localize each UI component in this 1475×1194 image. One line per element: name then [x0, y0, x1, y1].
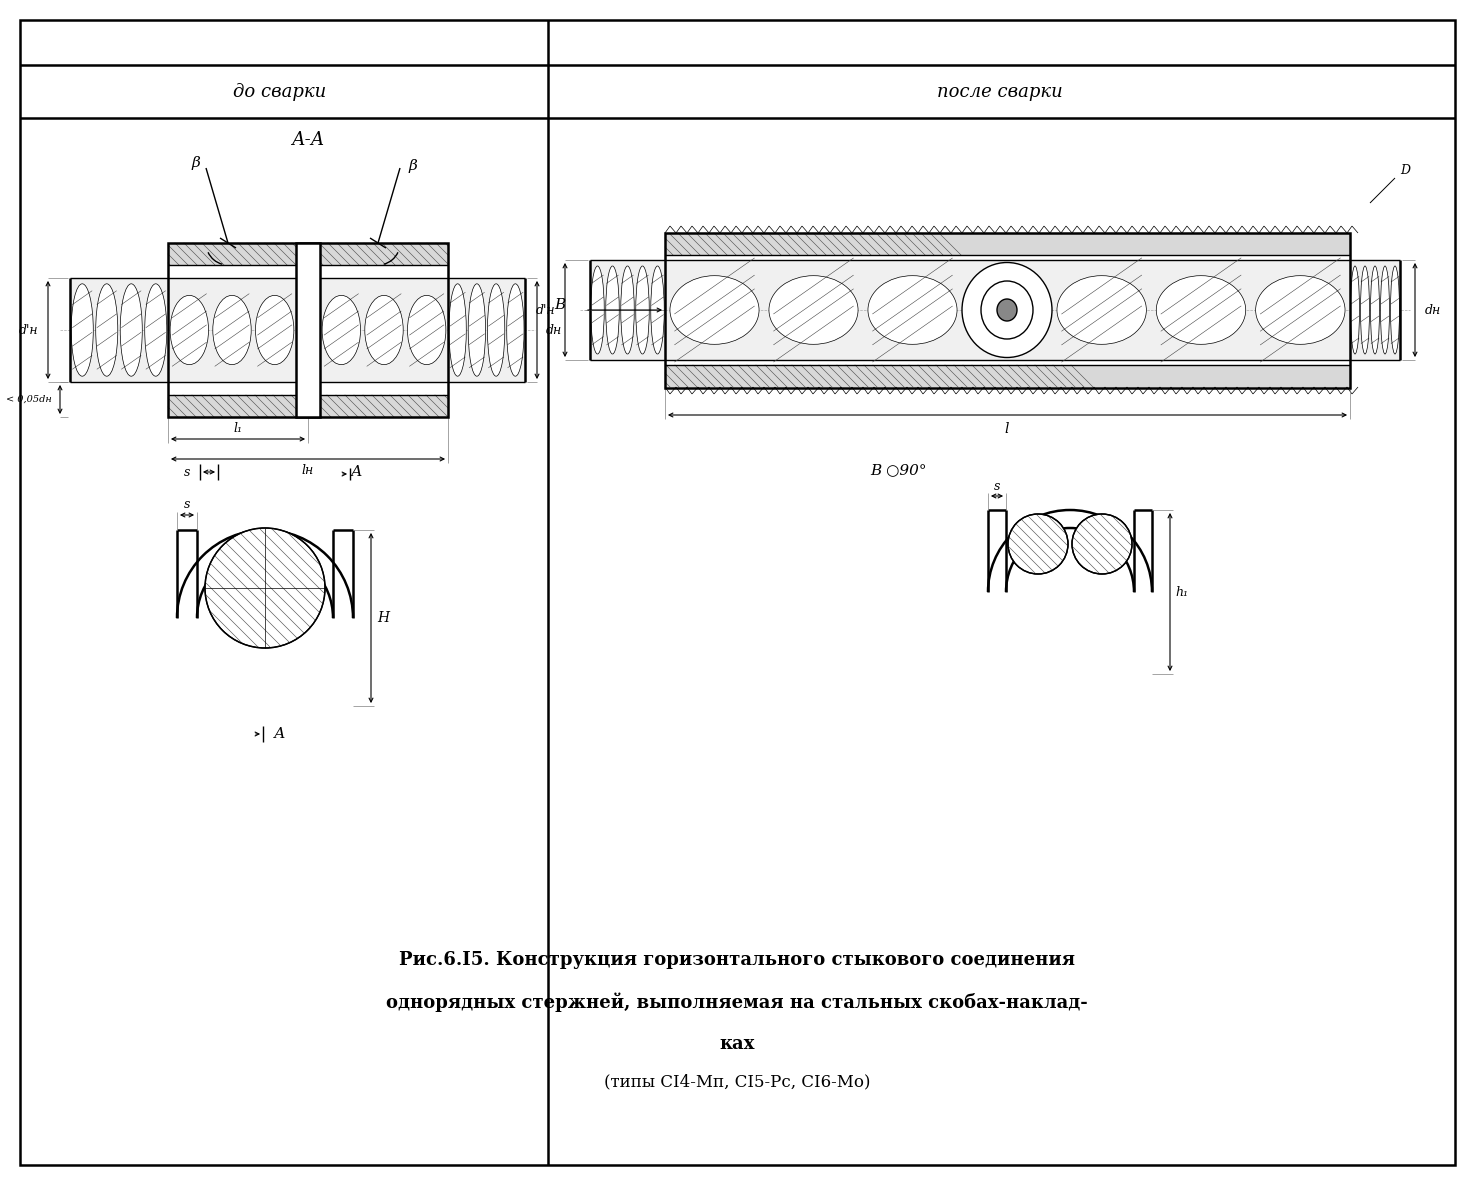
Text: H: H — [378, 611, 389, 624]
Ellipse shape — [621, 266, 634, 353]
Text: (типы СI4-Мп, СI5-Рс, СI6-Мо): (типы СI4-Мп, СI5-Рс, СI6-Мо) — [603, 1073, 870, 1090]
Text: А-А: А-А — [292, 131, 324, 149]
Bar — [168, 244, 448, 417]
Text: А: А — [351, 464, 363, 479]
Text: h₁: h₁ — [1176, 585, 1189, 598]
Ellipse shape — [1391, 266, 1400, 353]
Text: после сварки: после сварки — [937, 84, 1063, 101]
Circle shape — [205, 528, 324, 648]
Text: β: β — [192, 156, 201, 170]
Ellipse shape — [407, 295, 445, 364]
Text: l₁: l₁ — [233, 423, 242, 436]
Text: ках: ках — [720, 1035, 755, 1053]
Text: В ○90°: В ○90° — [870, 463, 926, 476]
Text: dн: dн — [1425, 303, 1441, 316]
Text: d'н: d'н — [18, 324, 38, 337]
Text: В: В — [553, 298, 565, 312]
Circle shape — [1007, 513, 1068, 574]
Ellipse shape — [71, 284, 93, 376]
Text: dн: dн — [546, 324, 562, 337]
Text: s: s — [183, 466, 190, 479]
Text: до сварки: до сварки — [233, 84, 326, 101]
Bar — [168, 395, 448, 417]
Bar — [665, 365, 1350, 387]
Ellipse shape — [145, 284, 167, 376]
Bar — [590, 260, 1400, 361]
Ellipse shape — [636, 266, 649, 353]
Bar — [296, 244, 320, 417]
Ellipse shape — [981, 281, 1032, 339]
Bar — [69, 278, 525, 383]
Ellipse shape — [591, 266, 605, 353]
Circle shape — [1072, 513, 1131, 574]
Ellipse shape — [364, 295, 403, 364]
Text: однорядных стержней, выполняемая на стальных скобах-наклад-: однорядных стержней, выполняемая на стал… — [386, 992, 1089, 1011]
Ellipse shape — [1156, 276, 1246, 344]
Ellipse shape — [212, 295, 251, 364]
Ellipse shape — [468, 284, 485, 376]
Ellipse shape — [606, 266, 619, 353]
Ellipse shape — [1381, 266, 1389, 353]
Ellipse shape — [170, 295, 208, 364]
Ellipse shape — [867, 276, 957, 344]
Text: d'н: d'н — [535, 303, 555, 316]
Text: lн: lн — [302, 464, 314, 478]
Text: l: l — [1004, 421, 1009, 436]
Ellipse shape — [1370, 266, 1379, 353]
Bar — [665, 233, 1350, 256]
Ellipse shape — [448, 284, 466, 376]
Text: s: s — [994, 480, 1000, 492]
Text: D: D — [1400, 165, 1410, 178]
Ellipse shape — [962, 263, 1052, 357]
Ellipse shape — [670, 276, 760, 344]
Text: А: А — [274, 727, 286, 741]
Text: Рис.6.I5. Конструкция горизонтального стыкового соединения: Рис.6.I5. Конструкция горизонтального ст… — [400, 950, 1075, 970]
Ellipse shape — [1360, 266, 1369, 353]
Text: β: β — [409, 159, 417, 173]
Ellipse shape — [255, 295, 294, 364]
Ellipse shape — [1255, 276, 1345, 344]
Ellipse shape — [121, 284, 142, 376]
Ellipse shape — [997, 298, 1016, 321]
Bar — [665, 233, 1350, 388]
Bar — [168, 244, 448, 265]
Ellipse shape — [322, 295, 360, 364]
Ellipse shape — [1351, 266, 1360, 353]
Ellipse shape — [96, 284, 118, 376]
Text: s: s — [184, 499, 190, 511]
Ellipse shape — [1058, 276, 1146, 344]
Ellipse shape — [487, 284, 504, 376]
Ellipse shape — [507, 284, 524, 376]
Ellipse shape — [768, 276, 858, 344]
Text: < 0,05dн: < 0,05dн — [6, 395, 52, 404]
Ellipse shape — [650, 266, 664, 353]
